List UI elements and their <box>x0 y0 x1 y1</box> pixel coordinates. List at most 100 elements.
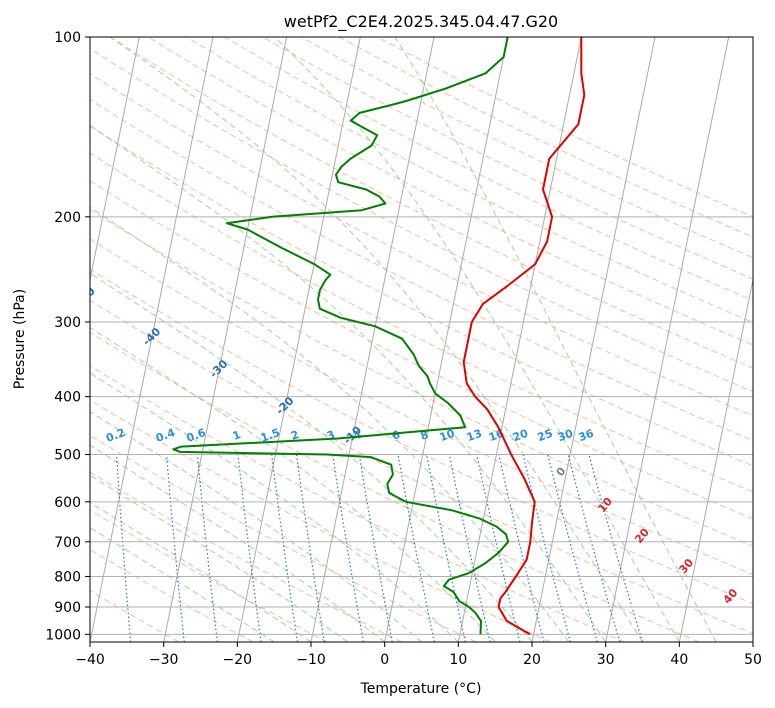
x-tick-label: 40 <box>670 652 688 668</box>
mixing-ratio-label: 0.6 <box>185 426 208 445</box>
isotherm-label: -60 <box>9 243 32 266</box>
dry-adiabat <box>90 549 254 642</box>
mixing-ratio-label: 10 <box>438 427 457 445</box>
isotherm-line <box>163 37 288 642</box>
y-tick-label: 400 <box>54 390 81 406</box>
x-axis-ticks: −40 −30 −20 −10 0 10 20 30 40 50 <box>75 642 762 668</box>
moist-adiabat <box>90 501 312 642</box>
moist-adiabat <box>90 444 386 642</box>
dry-adiabat <box>90 590 180 642</box>
mixing-ratio-label: 36 <box>577 427 596 445</box>
isotherm-line <box>90 37 214 642</box>
isotherm-line <box>605 37 730 642</box>
isotherm-line <box>531 37 656 642</box>
moist-adiabat <box>109 37 643 642</box>
moist-adiabat-label: 40 <box>721 586 741 606</box>
x-tick-label: −20 <box>223 652 253 668</box>
mixing-ratio-line <box>522 454 571 642</box>
isotherm-line <box>457 37 582 642</box>
mixing-ratio-line <box>115 454 132 642</box>
dewpoint-profile <box>172 37 510 635</box>
mixing-ratio-label: 3 <box>325 428 337 443</box>
isotherm-label: -20 <box>273 394 296 417</box>
dry-adiabat <box>90 365 625 642</box>
mixing-ratio-label: 0.2 <box>104 426 127 445</box>
isotherm-line <box>90 37 140 283</box>
moist-adiabat <box>90 474 349 642</box>
dry-adiabat <box>90 180 753 520</box>
isotherm-label: -30 <box>207 357 230 380</box>
dry-adiabat <box>90 509 328 642</box>
sounding-profiles <box>172 37 586 636</box>
mixing-ratio-line <box>567 454 621 642</box>
moist-adiabat <box>90 372 459 642</box>
x-tick-label: 30 <box>597 652 615 668</box>
isotherm-label: -40 <box>140 325 163 348</box>
temperature-profile <box>462 37 586 636</box>
y-tick-label: 100 <box>54 30 81 46</box>
mixing-ratio-label: 2 <box>289 428 301 443</box>
moist-adiabat-label: 20 <box>632 526 652 546</box>
moist-adiabat <box>90 272 533 642</box>
mixing-ratio-line <box>237 454 262 642</box>
isotherm-line <box>310 37 435 642</box>
moist-adiabat-label: 10 <box>595 495 615 515</box>
plot-frame <box>89 36 754 643</box>
dry-adiabat <box>90 48 753 393</box>
y-tick-label: 600 <box>54 495 81 511</box>
y-tick-label: 1000 <box>45 627 81 643</box>
dry-adiabat <box>338 37 753 238</box>
dry-adiabat <box>90 434 477 642</box>
dry-adiabat <box>90 73 753 417</box>
dry-adiabat <box>90 238 753 576</box>
mixing-ratio-label: 0.4 <box>154 426 177 445</box>
mixing-ratio-label: 20 <box>511 427 530 445</box>
x-tick-label: 20 <box>523 652 541 668</box>
mixing-ratio-label: 0.1 <box>58 426 81 445</box>
x-tick-label: 0 <box>380 652 389 668</box>
mixing-ratio-label: 4 <box>352 428 364 443</box>
moist-adiabat <box>90 206 570 642</box>
mixing-ratio-label: 1.5 <box>259 426 282 445</box>
isotherm-line <box>0 37 66 642</box>
dry-adiabat <box>186 37 753 324</box>
moist-adiabat <box>90 124 607 642</box>
dry-adiabat <box>90 208 753 547</box>
moist-adiabat <box>394 37 717 642</box>
mixing-ratio-line <box>332 454 364 642</box>
dry-adiabat <box>90 99 753 442</box>
x-tick-label: 50 <box>744 652 762 668</box>
chart-title: wetPf2_C2E4.2025.345.04.47.G20 <box>284 12 558 32</box>
mixing-ratio-label: 8 <box>419 428 431 443</box>
dry-adiabat <box>90 268 753 605</box>
moist-adiabat <box>90 526 275 642</box>
dry-adiabat <box>147 37 753 346</box>
dry-adiabat <box>90 299 753 635</box>
background-lines <box>0 37 753 642</box>
dry-adiabat <box>90 152 753 493</box>
y-tick-label: 900 <box>54 600 81 616</box>
moist-adiabat <box>90 326 496 642</box>
mixing-ratio-line <box>448 454 491 642</box>
mixing-ratio-line <box>498 454 545 642</box>
isotherm-label: -50 <box>75 284 98 307</box>
mixing-ratio-line <box>588 454 644 642</box>
mixing-ratio-line <box>196 454 218 642</box>
mixing-ratio-label: 16 <box>487 427 506 445</box>
mixing-ratio-label: 1 <box>231 428 243 443</box>
y-tick-label: 800 <box>54 569 81 585</box>
dry-adiabat <box>90 331 700 642</box>
y-tick-label: 200 <box>54 210 81 226</box>
x-tick-label: −30 <box>149 652 179 668</box>
mixing-ratio-line <box>397 454 435 642</box>
y-tick-label: 300 <box>54 315 81 331</box>
y-tick-label: 500 <box>54 448 81 464</box>
moist-adiabat-label: 0 <box>554 464 569 478</box>
isotherm-line <box>384 37 509 642</box>
dry-adiabat <box>90 125 753 467</box>
x-tick-label: −40 <box>75 652 105 668</box>
y-tick-label: 700 <box>54 535 81 551</box>
mixing-ratio-label: 25 <box>536 427 555 444</box>
isotherm-line <box>678 277 753 642</box>
